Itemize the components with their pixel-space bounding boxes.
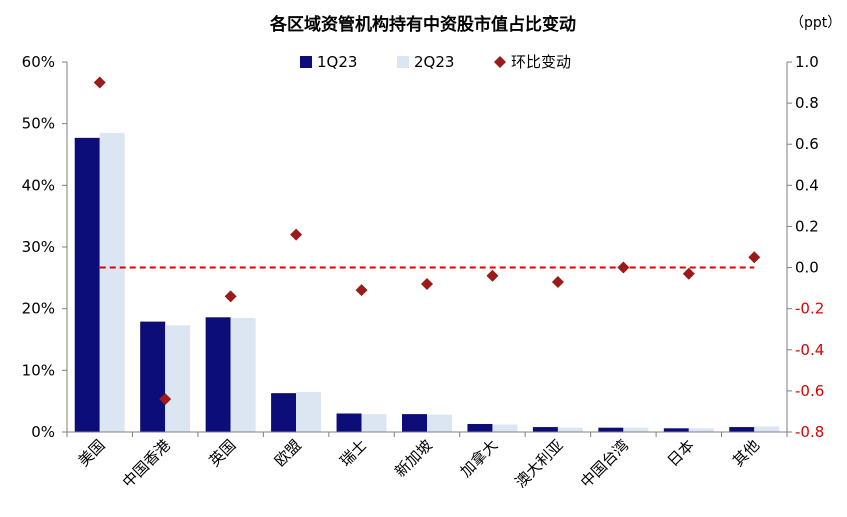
right-tick-label: 0.4 bbox=[795, 176, 819, 194]
right-tick-label: -0.4 bbox=[795, 341, 824, 359]
bar-1q23 bbox=[663, 428, 689, 432]
bar-1q23 bbox=[205, 317, 231, 432]
right-axis: 1.0 0.8 0.6 0.4 0.2 0.0 -0.2 -0.4 -0.6 -0.8 bbox=[786, 53, 824, 441]
bar-1q23 bbox=[271, 393, 297, 432]
legend: 1Q23 2Q23 环比变动 bbox=[300, 53, 571, 71]
x-axis: 美国 中国香港 英国 欧盟 瑞士 新加坡 加拿大 澳大利亚 中国台湾 日本 其他 bbox=[66, 431, 788, 491]
category-label: 中国香港 bbox=[119, 436, 174, 491]
bar-2q23 bbox=[754, 426, 780, 432]
right-tick-label: 0.6 bbox=[795, 135, 819, 153]
category-label: 英国 bbox=[206, 436, 240, 470]
left-tick-label: 40% bbox=[22, 176, 55, 194]
bar-1q23 bbox=[532, 427, 558, 432]
change-marker bbox=[93, 76, 106, 89]
left-tick-label: 10% bbox=[22, 361, 55, 379]
right-axis-unit: （ppt） bbox=[790, 15, 841, 31]
legend-swatch bbox=[300, 56, 312, 68]
change-marker bbox=[224, 290, 237, 303]
category-label: 其他 bbox=[729, 436, 763, 470]
legend-label: 2Q23 bbox=[414, 53, 454, 71]
bar-1q23 bbox=[402, 414, 427, 432]
right-tick-label: 0.8 bbox=[795, 94, 819, 112]
left-tick-label: 30% bbox=[22, 238, 55, 256]
left-tick-label: 50% bbox=[22, 115, 55, 133]
left-tick-label: 0% bbox=[31, 423, 55, 441]
change-marker bbox=[421, 278, 433, 290]
change-marker bbox=[748, 251, 761, 264]
right-tick-label: 1.0 bbox=[795, 53, 819, 71]
bar-2q23 bbox=[361, 414, 387, 432]
left-tick-label: 60% bbox=[22, 53, 55, 71]
legend-swatch bbox=[397, 56, 409, 68]
bar-2q23 bbox=[99, 132, 125, 432]
bar-2q23 bbox=[230, 317, 256, 432]
category-label: 澳大利亚 bbox=[512, 436, 567, 491]
bar-1q23 bbox=[598, 427, 624, 432]
category-label: 加拿大 bbox=[457, 436, 502, 481]
right-tick-label: -0.8 bbox=[795, 423, 824, 441]
left-axis: 0% 10% 20% 30% 40% 50% 60% bbox=[22, 53, 68, 441]
right-tick-label: -0.6 bbox=[795, 382, 824, 400]
bar-2q23 bbox=[492, 424, 518, 432]
right-tick-label: 0.2 bbox=[795, 217, 819, 235]
change-markers bbox=[93, 76, 761, 406]
bar-2q23 bbox=[557, 427, 583, 432]
bar-1q23 bbox=[140, 321, 166, 432]
change-marker bbox=[355, 284, 368, 297]
bar-2q23 bbox=[165, 325, 191, 432]
bar-2q23 bbox=[688, 428, 714, 432]
change-marker bbox=[617, 261, 630, 274]
category-label: 瑞士 bbox=[336, 436, 370, 470]
legend-label: 1Q23 bbox=[317, 53, 357, 71]
change-marker bbox=[159, 393, 172, 406]
right-tick-label: 0.0 bbox=[795, 259, 819, 277]
bar-1q23 bbox=[467, 423, 493, 432]
category-label: 日本 bbox=[664, 436, 698, 470]
change-marker bbox=[682, 267, 695, 280]
legend-label: 环比变动 bbox=[511, 53, 571, 71]
legend-swatch bbox=[494, 56, 506, 68]
right-tick-label: -0.2 bbox=[795, 300, 824, 318]
bars bbox=[74, 132, 780, 432]
category-label: 中国台湾 bbox=[577, 436, 632, 491]
bar-1q23 bbox=[729, 427, 755, 432]
change-marker bbox=[486, 269, 499, 282]
chart-title: 各区域资管机构持有中资股市值占比变动 bbox=[269, 14, 576, 35]
change-marker bbox=[290, 228, 303, 241]
category-label: 欧盟 bbox=[271, 436, 305, 470]
category-label: 新加坡 bbox=[391, 436, 436, 481]
bar-2q23 bbox=[296, 391, 322, 432]
change-marker bbox=[551, 275, 564, 288]
left-tick-label: 20% bbox=[22, 300, 55, 318]
bar-2q23 bbox=[623, 427, 649, 432]
bar-2q23 bbox=[427, 414, 452, 432]
bar-1q23 bbox=[336, 413, 362, 432]
bar-1q23 bbox=[74, 137, 100, 432]
category-label: 美国 bbox=[75, 436, 109, 470]
